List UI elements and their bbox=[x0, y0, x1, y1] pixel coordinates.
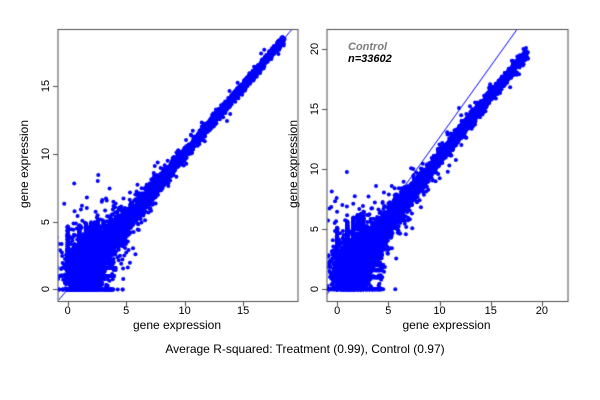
control-annotation: Control n=33602 bbox=[348, 41, 392, 65]
annotation-group-label: Control bbox=[348, 41, 388, 53]
x-tick-label: 15 bbox=[484, 305, 497, 317]
y-tick-label: 0 bbox=[308, 286, 321, 293]
x-tick-label: 0 bbox=[64, 305, 71, 317]
y-tick-label: 10 bbox=[308, 163, 321, 176]
x-tick-label: 5 bbox=[385, 305, 392, 317]
x-tick-label: 5 bbox=[123, 305, 130, 317]
figure-caption: Average R-squared: Treatment (0.99), Con… bbox=[165, 342, 445, 356]
x-tick-label: 0 bbox=[334, 305, 341, 317]
x-axis-title-treatment: gene expression bbox=[132, 318, 222, 332]
y-tick-label: 5 bbox=[308, 226, 321, 233]
x-tick-label: 20 bbox=[535, 305, 549, 317]
x-tick-label: 10 bbox=[433, 305, 446, 317]
y-tick-label: 15 bbox=[308, 103, 321, 116]
x-tick-label: 15 bbox=[236, 305, 250, 317]
y-axis-title-control: gene expression bbox=[286, 119, 300, 209]
y-tick-label: 20 bbox=[308, 43, 321, 56]
y-tick-label: 15 bbox=[39, 79, 52, 93]
y-axis-title-treatment: gene expression bbox=[17, 119, 31, 209]
y-tick-label: 10 bbox=[39, 147, 52, 160]
x-axis-title-control: gene expression bbox=[402, 318, 491, 332]
x-tick-label: 10 bbox=[178, 305, 191, 317]
annotation-n-label: n=33602 bbox=[348, 53, 392, 65]
y-tick-label: 5 bbox=[39, 218, 52, 225]
y-tick-label: 0 bbox=[39, 286, 52, 293]
